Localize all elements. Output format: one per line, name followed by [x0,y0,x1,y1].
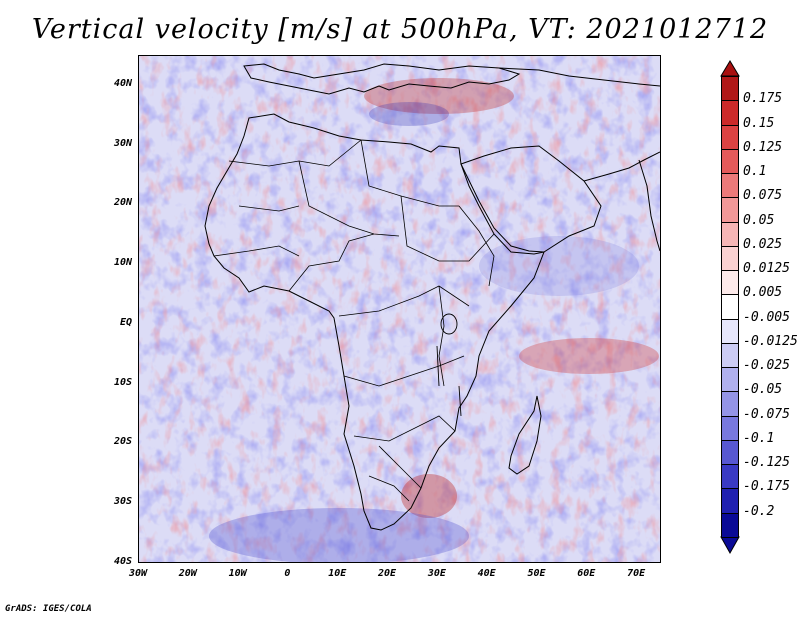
colorbar-label: 0.075 [743,188,783,204]
colorbar-label: -0.075 [743,406,790,422]
lon-tick-label: 20E [378,568,397,579]
colorbar-swatch [721,76,739,102]
vertical-velocity-field [139,56,660,562]
colorbar-label: 0.1 [743,164,767,180]
colorbar-swatch [721,294,739,320]
colorbar-label: -0.175 [743,479,790,495]
lat-tick-label: EQ [119,316,132,328]
colorbar-swatch [721,173,739,199]
lon-tick-label: 40E [477,568,496,579]
chart-title: Vertical velocity [m/s] at 500hPa, VT: 2… [31,14,769,45]
colorbar-swatch [721,512,739,538]
grads-credit: GrADS: IGES/COLA [5,604,92,614]
colorbar-swatch [721,367,739,393]
lat-tick-label: 10N [113,257,132,269]
colorbar-swatch [721,245,739,272]
colorbar-label: 0.0125 [743,261,790,277]
lon-tick-label: 10E [328,568,347,579]
lat-tick-label: 40N [113,77,132,89]
colorbar-label: 0.15 [743,115,775,131]
lon-tick-label: 30E [427,568,446,579]
lat-tick-label: 20N [113,197,132,209]
lat-tick-label: 30S [113,496,132,508]
colorbar-label: 0.025 [743,236,783,252]
colorbar-label: 0.005 [743,285,783,301]
colorbar-label: -0.005 [743,309,790,325]
colorbar-label: -0.125 [743,455,790,471]
lon-tick-label: 60E [577,568,596,579]
colorbar-label: -0.1 [743,430,775,446]
coastlines [204,63,660,531]
colorbar-label: -0.025 [743,358,790,374]
colorbar-swatch [721,391,739,417]
colorbar-swatch [721,415,739,441]
colorbar-swatch [721,221,739,247]
lat-tick-label: 20S [113,436,132,448]
colorbar-label: 0.175 [743,91,783,107]
colorbar-swatch [721,148,739,175]
colorbar-label: -0.0125 [743,333,798,349]
colorbar-swatch [721,124,739,150]
lon-tick-label: 10W [228,568,247,579]
lat-tick-label: 40S [113,556,132,567]
colorbar-swatch [721,270,739,296]
colorbar-swatch [721,464,739,490]
colorbar-swatch [721,488,739,514]
colorbar-label: 0.05 [743,212,775,228]
lon-tick-label: 30W [128,568,148,579]
colorbar-label: -0.2 [743,503,775,519]
colorbar-label: -0.05 [743,382,783,398]
colorbar-swatch [721,197,739,223]
lat-tick-label: 10S [113,376,132,388]
lon-tick-label: 0 [284,568,291,579]
colorbar-label: 0.125 [743,139,783,155]
lon-tick-label: 20W [178,568,197,579]
map-panel[interactable] [138,55,661,563]
lon-tick-label: 50E [527,568,546,579]
colorbar-swatch [721,439,739,466]
colorbar-swatch [721,342,739,369]
colorbar-swatch [721,100,739,126]
colorbar-swatch [721,318,739,344]
lon-tick-label: 70E [627,568,646,579]
lat-tick-label: 30N [113,137,132,149]
